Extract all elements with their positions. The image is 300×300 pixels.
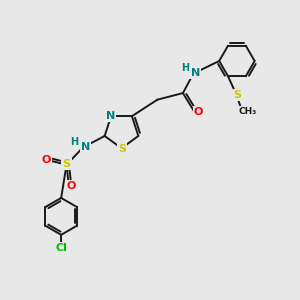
Text: Cl: Cl xyxy=(55,243,67,253)
Text: N: N xyxy=(190,68,200,78)
Text: CH₃: CH₃ xyxy=(238,106,256,116)
Text: H: H xyxy=(181,63,189,73)
Text: H: H xyxy=(70,137,79,147)
Text: N: N xyxy=(81,142,90,152)
Text: S: S xyxy=(63,159,70,169)
Text: S: S xyxy=(118,144,126,154)
Text: O: O xyxy=(41,155,51,165)
Text: S: S xyxy=(234,90,242,100)
Text: O: O xyxy=(67,182,76,191)
Text: O: O xyxy=(194,107,203,117)
Text: N: N xyxy=(106,111,115,121)
